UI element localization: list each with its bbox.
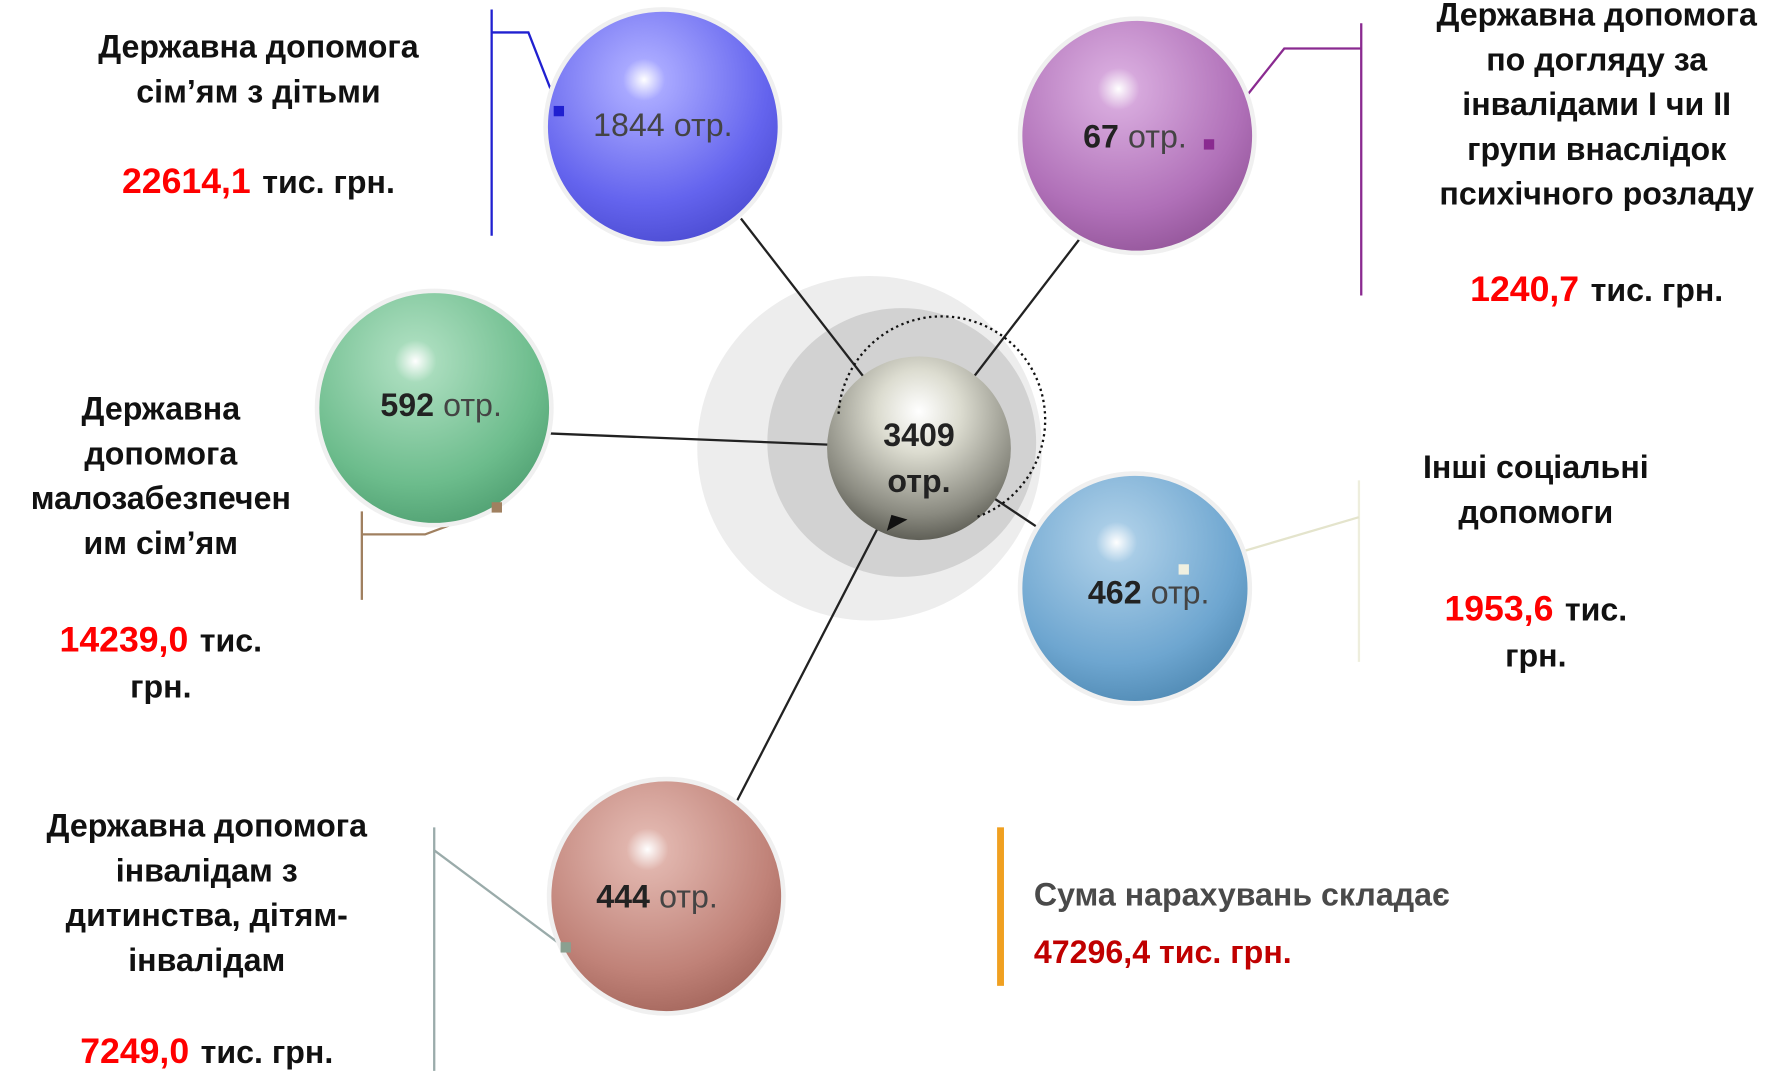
sphere [543, 7, 783, 247]
label-line: Державна допомога [47, 808, 369, 844]
label-line: Державна [82, 391, 242, 427]
label-line: им сім’ям [84, 525, 239, 561]
sphere [314, 288, 554, 528]
callout-line [491, 31, 561, 113]
count: 1844 [593, 107, 665, 143]
label-line: Інші соціальні [1423, 449, 1649, 485]
sphere [1017, 471, 1253, 706]
total-amount: 47296,4 тис. грн. [1034, 934, 1292, 970]
amount-unit: грн. [1505, 638, 1566, 674]
total-text: Сума нарахувань складає [1034, 876, 1450, 912]
unit: отр. [674, 107, 733, 143]
amount-unit: тис. [1565, 592, 1627, 628]
center-sphere [827, 356, 1011, 541]
label-line: по догляду за [1486, 41, 1708, 77]
marker [560, 942, 571, 953]
amount-unit: грн. [130, 669, 191, 705]
spheres [314, 7, 1257, 1016]
markers [491, 105, 1215, 953]
sphere-count: 444 отр. [596, 879, 718, 915]
amount: 22614,1 тис. грн. [122, 161, 395, 201]
sphere-count: 592 отр. [380, 387, 502, 423]
arrow-head [886, 514, 908, 531]
label-line: інвалідам [128, 942, 285, 978]
label-line: Державна допомога [1436, 0, 1758, 33]
amount: 1953,6 тис. [1444, 589, 1627, 629]
unit: отр. [1128, 118, 1187, 154]
sphere [546, 776, 786, 1016]
amount-unit: тис. грн. [1591, 272, 1724, 308]
amount-value: 22614,1 [122, 161, 251, 201]
amount-value: 1953,6 [1444, 589, 1553, 629]
label-line: психічного розладу [1439, 176, 1754, 212]
marker [1178, 564, 1189, 575]
label-line: групи внаслідок [1467, 131, 1727, 167]
unit: отр. [659, 879, 718, 915]
marker [553, 105, 565, 117]
amount-unit: тис. грн. [201, 1034, 334, 1070]
amount: 1240,7 тис. грн. [1470, 269, 1723, 309]
unit: отр. [1151, 574, 1210, 610]
unit: отр. [443, 387, 502, 423]
count: 444 [596, 879, 650, 915]
amount-value: 14239,0 [60, 620, 189, 660]
sphere-count: 1844 отр. [593, 107, 732, 143]
label-line: інвалідам з [116, 852, 298, 888]
sphere-count: 462 отр. [1088, 574, 1210, 610]
amount-value: 1240,7 [1470, 269, 1579, 309]
label-line: допомога [84, 435, 238, 471]
label-line: інвалідами І чи ІІ [1462, 86, 1731, 122]
count: 592 [380, 387, 434, 423]
amount-unit: тис. [200, 623, 262, 659]
count: 462 [1088, 574, 1142, 610]
callout-line [433, 849, 566, 949]
label-line: малозабезпечен [31, 480, 291, 516]
center-count: 3409 [883, 417, 955, 453]
amount-unit: тис. грн. [262, 164, 395, 200]
count: 67 [1083, 118, 1119, 154]
label-line: Державна допомога [98, 29, 420, 65]
callouts [360, 9, 1363, 1071]
label-line: дитинства, дітям- [66, 897, 348, 933]
amount: 14239,0 тис. [60, 620, 263, 660]
center-unit: отр. [887, 463, 950, 499]
label-line: сім’ям з дітьми [136, 73, 380, 109]
marker [1203, 139, 1215, 150]
total-bar [997, 827, 1004, 986]
marker [491, 502, 502, 513]
sphere [1017, 16, 1257, 256]
amount: 7249,0 тис. грн. [80, 1031, 333, 1071]
label-line: допомоги [1458, 494, 1613, 530]
amount-value: 7249,0 [80, 1031, 189, 1071]
sphere-count: 67 отр. [1083, 118, 1187, 154]
